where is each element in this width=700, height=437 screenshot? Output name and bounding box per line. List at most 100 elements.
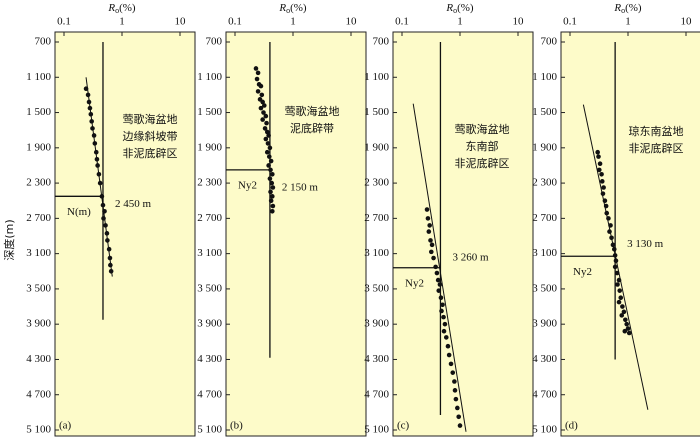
data-point (441, 328, 447, 334)
data-point (88, 112, 94, 117)
x-tick-label: 0.1 (57, 16, 71, 28)
data-point (270, 209, 275, 214)
y-tick-label: 700 (541, 36, 558, 48)
boundary-depth-label: 2 150 m (282, 181, 319, 193)
data-point (624, 321, 630, 327)
region-annotation: 莺歌海盆地 (455, 122, 510, 136)
x-label-subscript: o (286, 6, 290, 15)
data-point (617, 288, 623, 293)
data-point (103, 223, 108, 228)
boundary-label: N(m) (67, 206, 91, 218)
data-point (92, 141, 98, 146)
y-tick-label: 700 (373, 36, 390, 48)
data-point (268, 158, 274, 164)
data-point (615, 282, 620, 287)
y-tick-label: 1 100 (364, 71, 389, 83)
x-tick-label: 10 (681, 16, 693, 28)
data-point (443, 335, 449, 340)
data-point (438, 295, 444, 301)
data-point (613, 258, 619, 263)
data-point (608, 223, 613, 228)
y-tick-label: 1 500 (197, 106, 222, 118)
x-tick-label: 10 (346, 16, 358, 28)
data-point (437, 282, 443, 287)
data-point (253, 66, 259, 71)
x-tick-label: 10 (175, 16, 187, 28)
data-point (100, 202, 106, 208)
data-point (616, 299, 622, 305)
data-point (606, 216, 611, 221)
data-point (426, 229, 432, 234)
data-point (607, 229, 612, 234)
data-point (93, 149, 99, 155)
y-tick-label: 1 900 (26, 141, 51, 153)
y-tick-label: 1 100 (26, 71, 51, 83)
y-tick-label: 1 900 (532, 141, 557, 153)
y-tick-label: 1 500 (26, 106, 51, 118)
data-point (268, 167, 273, 173)
y-tick-label: 2 300 (532, 177, 557, 189)
boundary-label: Ny2 (573, 266, 592, 278)
data-point (621, 309, 627, 315)
data-point (95, 163, 100, 168)
region-annotation: 非泥底辟区 (123, 146, 178, 160)
data-point (596, 154, 601, 159)
region-annotation: 泥底辟带 (290, 121, 334, 135)
data-point (602, 198, 608, 204)
data-point (614, 270, 620, 276)
data-point (604, 210, 610, 216)
data-point (99, 194, 105, 199)
panel-label: (c) (397, 420, 410, 432)
trend-line (85, 77, 113, 277)
data-point (83, 86, 89, 92)
data-point (263, 136, 269, 142)
y-tick-label: 2 700 (364, 212, 389, 224)
data-point (441, 314, 446, 320)
y-tick-label: 4 700 (26, 388, 51, 400)
x-axis-label: Ro(%) (445, 2, 474, 15)
x-label-subscript: o (621, 6, 625, 15)
y-tick-label: 5 100 (532, 424, 557, 436)
x-tick-label: 1 (457, 16, 463, 28)
data-point (596, 167, 602, 173)
data-point (455, 405, 460, 411)
y-tick-label: 3 900 (26, 318, 51, 330)
x-label-symbol: R (445, 2, 453, 14)
data-point (94, 156, 100, 162)
y-tick-label: 700 (35, 36, 52, 48)
region-annotation: 东南部 (466, 139, 499, 153)
data-point (448, 361, 454, 367)
data-point (452, 379, 457, 384)
y-tick-label: 3 500 (532, 282, 557, 294)
panel-background (225, 31, 367, 437)
x-axis-label: Ro(%) (613, 2, 642, 15)
data-point (450, 370, 456, 375)
data-point (264, 129, 270, 135)
y-tick-label: 3 100 (364, 247, 389, 259)
data-point (434, 270, 440, 276)
boundary-label: Ny2 (238, 179, 257, 191)
region-annotation: 非泥底辟区 (455, 156, 510, 170)
x-label-subscript: o (453, 6, 457, 15)
y-tick-label: 1 500 (364, 106, 389, 118)
data-point (91, 133, 97, 138)
x-tick-label: 10 (513, 16, 525, 28)
x-axis-label: Ro(%) (107, 2, 136, 15)
data-point (429, 242, 435, 248)
y-tick-label: 3 100 (26, 247, 51, 259)
data-point (428, 249, 434, 255)
data-point (260, 117, 265, 122)
data-point (261, 110, 266, 115)
y-tick-label: 1 900 (364, 141, 389, 153)
data-point (255, 70, 261, 76)
y-tick-label: 4 300 (26, 353, 51, 365)
data-point (452, 388, 458, 393)
data-point (102, 209, 107, 214)
boundary-depth-label: 3 260 m (452, 251, 489, 263)
data-point (622, 328, 628, 334)
data-point (258, 105, 264, 111)
region-annotation: 莺歌海盆地 (123, 112, 178, 126)
y-tick-label: 4 300 (197, 353, 222, 365)
data-point (270, 203, 276, 209)
